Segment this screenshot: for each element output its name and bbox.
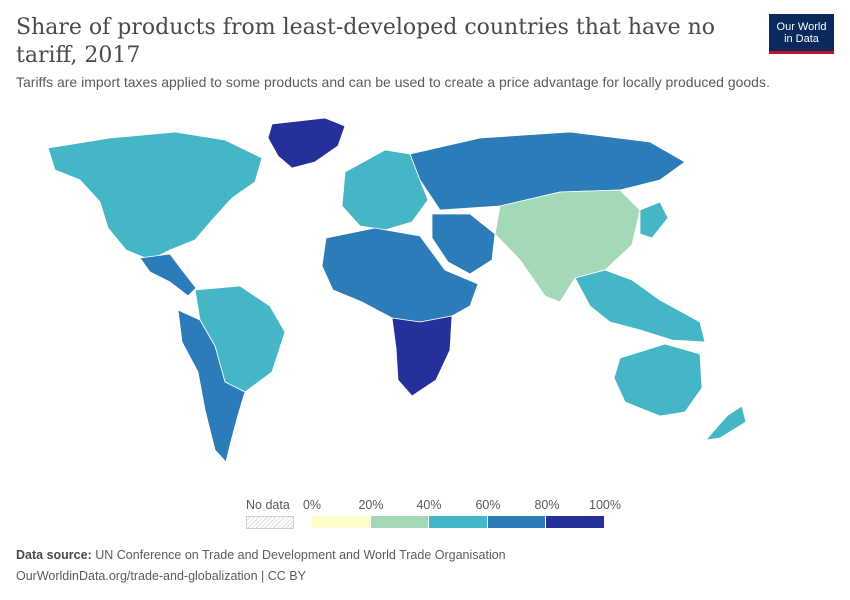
- region-greenland[interactable]: [267, 117, 346, 169]
- legend-tick: 0%: [302, 498, 322, 512]
- legend-bin[interactable]: [546, 516, 605, 528]
- data-source: Data source: UN Conference on Trade and …: [16, 548, 506, 562]
- chart-subtitle: Tariffs are import taxes applied to some…: [16, 74, 770, 90]
- legend-no-data-swatch: [246, 516, 294, 529]
- region-new-zealand[interactable]: [705, 405, 747, 441]
- legend-bin[interactable]: [429, 516, 488, 528]
- region-africa-south[interactable]: [391, 315, 453, 397]
- world-map[interactable]: [0, 110, 850, 480]
- legend-tick: 40%: [416, 498, 442, 512]
- legend-tick: 20%: [358, 498, 384, 512]
- region-southeast-asia[interactable]: [574, 269, 706, 343]
- legend-color-scale: [312, 516, 605, 528]
- logo-line-1: Our World: [776, 20, 827, 33]
- region-europe[interactable]: [341, 149, 429, 231]
- chart-title: Share of products from least-developed c…: [16, 15, 716, 68]
- data-source-label: Data source:: [16, 548, 92, 562]
- region-central-america[interactable]: [139, 253, 197, 297]
- legend-no-data-label: No data: [246, 498, 290, 512]
- legend-bin[interactable]: [312, 516, 371, 528]
- legend-tick: 80%: [534, 498, 560, 512]
- region-russia[interactable]: [409, 131, 686, 211]
- region-middle-east[interactable]: [431, 213, 496, 275]
- data-source-text[interactable]: UN Conference on Trade and Development a…: [95, 548, 506, 562]
- legend-bin[interactable]: [487, 516, 547, 528]
- source-url[interactable]: OurWorldinData.org/trade-and-globalizati…: [16, 569, 306, 583]
- region-north-america[interactable]: [47, 131, 263, 261]
- region-japan-korea[interactable]: [639, 201, 669, 239]
- legend-tick: 100%: [589, 498, 621, 512]
- region-australia[interactable]: [613, 343, 703, 417]
- owid-logo[interactable]: Our World in Data: [769, 14, 834, 54]
- logo-line-2: in Data: [784, 32, 819, 45]
- region-south-america-south[interactable]: [177, 309, 246, 463]
- legend-tick: 60%: [475, 498, 501, 512]
- legend-bin[interactable]: [370, 516, 430, 528]
